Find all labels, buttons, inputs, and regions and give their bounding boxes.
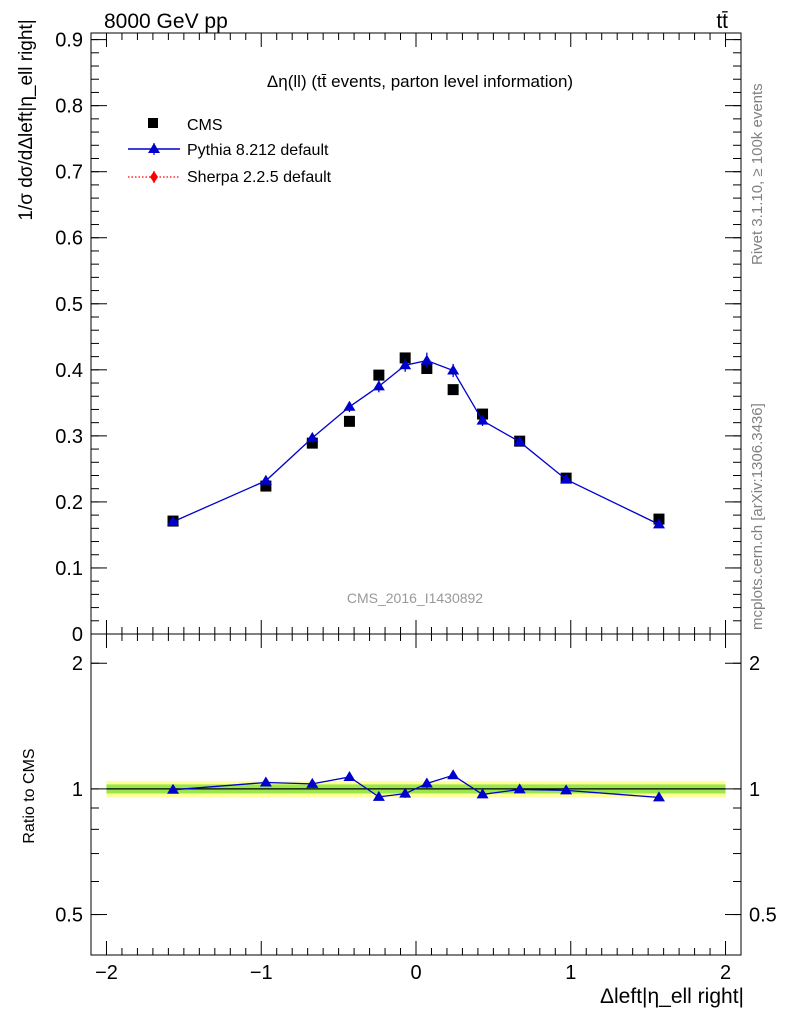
ratio-pythia-point <box>343 770 356 781</box>
cms-point <box>399 352 411 364</box>
pythia-point <box>399 359 412 370</box>
main-ylabel: 1/σ dσ/dΔleft|η_ell right| <box>16 19 37 220</box>
pythia-point <box>306 431 319 442</box>
pythia-point <box>343 400 356 411</box>
pythia-point <box>560 473 573 484</box>
ratio-xlabel: Δleft|η_ell right| <box>600 985 744 1008</box>
rivet-label: Rivet 3.1.10, ≥ 100k events <box>749 83 766 265</box>
chart-title: Δη(ll) (tt̄ events, parton level informa… <box>267 72 573 91</box>
main-ytick-label: 0.5 <box>55 294 83 316</box>
ratio-pythia-point <box>167 783 180 794</box>
pythia-point <box>652 518 665 529</box>
main-ytick-label: 0.3 <box>55 426 83 448</box>
main-ytick-label: 0.8 <box>55 96 83 118</box>
cms-point <box>447 384 459 396</box>
legend-pythia-label: Pythia 8.212 default <box>187 142 329 159</box>
ratio-pythia-point <box>259 776 272 787</box>
pythia-point <box>447 364 460 375</box>
ratio-pythia-point <box>447 769 460 780</box>
ratio-pythia-point <box>560 784 573 795</box>
main-ytick-label: 0.1 <box>55 558 83 580</box>
main-ytick-label: 0.4 <box>55 360 83 382</box>
legend-cms-marker <box>148 118 158 128</box>
ratio-pythia-point <box>420 777 433 788</box>
pythia-point <box>513 435 526 446</box>
legend-sherpa-marker <box>150 171 158 183</box>
pythia-point <box>372 380 385 391</box>
main-ytick-label: 0.6 <box>55 228 83 250</box>
main-ytick-label: 0.7 <box>55 162 83 184</box>
ratio-pythia-point <box>372 790 385 801</box>
pythia-point <box>259 474 272 485</box>
main-ytick-label: 0.9 <box>55 30 83 52</box>
ratio-ytick-label-right: 0.5 <box>749 905 777 927</box>
ratio-ytick-label-right: 2 <box>749 653 760 675</box>
ratio-ytick-label-right: 1 <box>749 779 760 801</box>
legend-pythia-marker <box>148 143 160 153</box>
ratio-pythia-point <box>652 791 665 802</box>
ratio-xtick-label: 2 <box>720 962 731 984</box>
process-label: tt̄ <box>716 10 728 33</box>
cms-point <box>306 437 318 449</box>
cms-point <box>373 369 385 381</box>
pythia-line <box>172 359 660 525</box>
pythia-point <box>167 515 180 526</box>
mcplots-label: mcplots.cern.ch [arXiv:1306.3436] <box>749 403 766 630</box>
legend-cms-label: CMS <box>187 117 223 134</box>
ratio-xtick-label: −2 <box>95 962 118 984</box>
pythia-point <box>476 414 489 425</box>
ratio-xtick-label: 1 <box>565 962 576 984</box>
cms-point <box>343 415 355 427</box>
ratio-panel: 0.5 0.5 1 1 2 2 −2 −1 0 1 2 <box>55 633 777 984</box>
main-panel: 0 0.1 0.2 0.3 0.4 0.5 0.6 0.7 0.8 0.9 <box>55 30 742 646</box>
cms-point <box>260 480 272 492</box>
main-ytick-label: 0 <box>72 624 83 646</box>
ratio-pythia-point <box>399 787 412 798</box>
ratio-pythia-point <box>306 777 319 788</box>
ratio-ylabel: Ratio to CMS <box>21 748 38 843</box>
ratio-ytick-label-left: 1 <box>72 779 83 801</box>
pythia-point <box>420 354 433 365</box>
ratio-pythia-line <box>172 774 660 799</box>
ratio-pythia-point <box>513 783 526 794</box>
main-ytick-label: 0.2 <box>55 492 83 514</box>
ratio-pythia-point <box>476 788 489 799</box>
analysis-watermark: CMS_2016_I1430892 <box>347 590 483 606</box>
energy-label: 8000 GeV pp <box>104 10 228 33</box>
ratio-xtick-label: 0 <box>410 962 421 984</box>
legend-sherpa-label: Sherpa 2.2.5 default <box>187 169 332 186</box>
ratio-ytick-label-left: 0.5 <box>55 905 83 927</box>
ratio-xtick-label: −1 <box>250 962 273 984</box>
ratio-ytick-label-left: 2 <box>72 653 83 675</box>
legend: CMS Pythia 8.212 default Sherpa 2.2.5 de… <box>128 117 332 186</box>
cms-point <box>477 408 489 420</box>
